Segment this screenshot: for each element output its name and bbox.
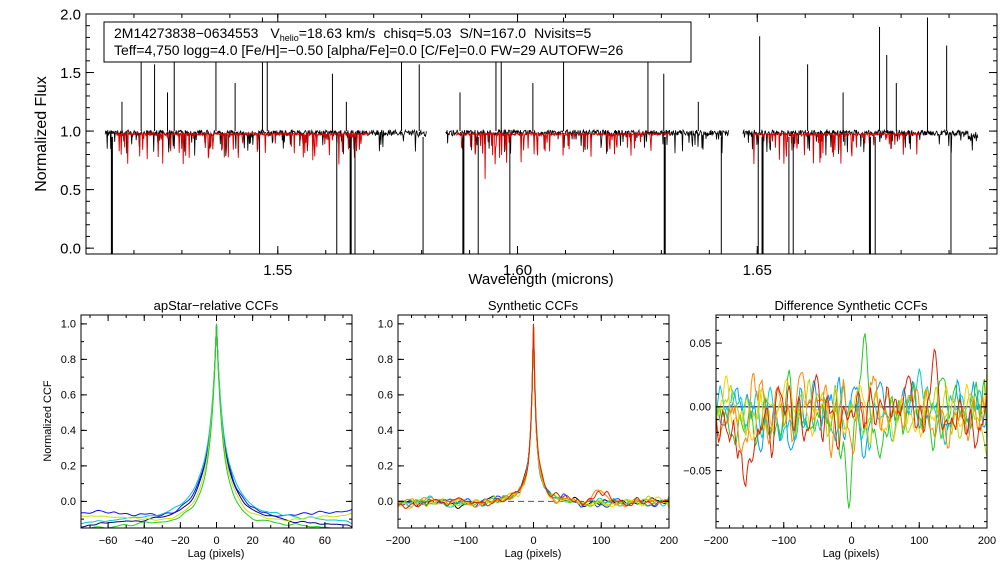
synthetic-ccf-title: Synthetic CCFs — [488, 298, 579, 313]
y-tick-label: 0.6 — [61, 390, 76, 402]
y-tick-label: 0.4 — [61, 425, 76, 437]
y-tick-label: 0.6 — [378, 390, 393, 402]
apstar-ccf-line — [81, 324, 352, 522]
apstar-ccf-axes-frame — [80, 314, 353, 529]
x-tick-label: 0 — [530, 535, 536, 547]
x-tick-label: 100 — [592, 535, 610, 547]
annotation-sn: S/N=167.0 — [460, 25, 527, 41]
y-tick-label: 0.2 — [378, 461, 393, 473]
annotation-chisq: chisq=5.03 — [383, 25, 451, 41]
difference-ccf-title: Difference Synthetic CCFs — [775, 298, 928, 313]
annotation-line-2: Teff=4,750 logg=4.0 [Fe/H]=−0.50 [alpha/… — [114, 42, 623, 58]
x-tick-label: 1.60 — [503, 262, 532, 279]
x-tick-label: −20 — [171, 535, 190, 547]
x-tick-label: −200 — [386, 535, 411, 547]
synthetic-ccf-panel: Synthetic CCFs −200 −100 0 100 200 0.0 0.2 0.4 0… — [378, 298, 678, 560]
synthetic-ccf-line — [398, 323, 669, 510]
model-spectrum-line — [752, 131, 921, 165]
apstar-ccf-line — [81, 323, 352, 528]
synthetic-ccf-ticks: −200 −100 0 100 200 0.0 0.2 0.4 0.6 0.8 1.0 — [378, 315, 678, 547]
synthetic-ccf-series — [398, 323, 669, 510]
y-tick-label: 0.5 — [60, 182, 81, 199]
synthetic-ccf-line — [398, 325, 669, 507]
y-tick-label: −0.05 — [683, 465, 711, 477]
y-tick-label: 0.8 — [378, 354, 393, 366]
y-tick-label: 2.0 — [60, 6, 81, 23]
annotation-v-sub: helio — [280, 33, 299, 43]
spectrum-ylabel: Normalized Flux — [33, 76, 50, 192]
difference-ccf-line — [716, 372, 987, 458]
x-tick-label: 60 — [319, 535, 331, 547]
apstar-ccf-line — [81, 323, 352, 525]
y-tick-label: 0.4 — [378, 425, 393, 437]
difference-ccf-xlabel: Lag (pixels) — [823, 548, 880, 560]
apstar-ccf-line — [89, 324, 341, 528]
spectrum-axes-frame — [85, 13, 998, 255]
difference-ccf-ticks: −200 −100 0 100 200 −0.05 0.00 0.05 — [683, 315, 996, 547]
x-tick-label: −200 — [704, 535, 729, 547]
x-tick-label: 200 — [978, 535, 996, 547]
synthetic-ccf-line — [398, 323, 669, 510]
y-tick-label: 0.8 — [61, 354, 76, 366]
apstar-ccf-ticks: −60 −40 −20 0 20 40 60 0.0 0.2 0.4 0.6 0.8 1.0 — [61, 315, 352, 547]
y-tick-label: 0.2 — [61, 461, 76, 473]
model-spectrum-line — [455, 131, 671, 179]
spectrum-annotation: 2M14273838−0634553 Vhelio=18.63 km/s chisq… — [103, 21, 692, 63]
y-tick-label: 1.0 — [378, 319, 393, 331]
difference-ccf-series — [716, 333, 987, 509]
apstar-ccf-ylabel: Normalized CCF — [42, 380, 54, 462]
spectrum-ticks: 1.55 1.60 1.65 0.0 0.5 1.0 1.5 2.0 — [60, 6, 997, 279]
annotation-star: 2M14273838−0634553 — [114, 25, 259, 41]
y-tick-label: 0.0 — [60, 240, 81, 257]
apstar-ccf-panel: apStar−relative CCFs −60 −40 −20 0 20 40 60 0.0… — [42, 298, 353, 560]
synthetic-ccf-line — [398, 323, 669, 508]
x-tick-label: −100 — [453, 535, 478, 547]
annotation-v-rest: =18.63 km/s — [299, 25, 376, 41]
observed-spectrum-line — [742, 128, 979, 156]
difference-ccf-line — [716, 348, 987, 488]
synthetic-ccf-line — [398, 323, 669, 508]
spectrum-xlabel: Wavelength (microns) — [468, 271, 613, 288]
apstar-ccf-line — [81, 324, 352, 517]
y-tick-label: 0.0 — [61, 496, 76, 508]
synthetic-ccf-line — [398, 323, 669, 508]
difference-ccf-panel: Difference Synthetic CCFs −200 −100 0 100 20… — [683, 298, 996, 560]
spectrum-panel: 1.55 1.60 1.65 0.0 0.5 1.0 1.5 2.0 Normalized F… — [33, 6, 998, 288]
synthetic-ccf-line — [398, 326, 669, 510]
apstar-ccf-title: apStar−relative CCFs — [154, 298, 279, 313]
difference-ccf-line — [716, 368, 987, 453]
x-tick-label: 20 — [247, 535, 259, 547]
x-tick-label: 100 — [910, 535, 928, 547]
apstar-ccf-xlabel: Lag (pixels) — [188, 548, 245, 560]
y-tick-label: 1.0 — [61, 319, 76, 331]
y-tick-label: 1.0 — [60, 123, 81, 140]
x-tick-label: 40 — [283, 535, 295, 547]
apstar-ccf-series — [81, 323, 352, 528]
x-tick-label: 1.55 — [263, 262, 292, 279]
x-tick-label: 0 — [213, 535, 219, 547]
annotation-v-prefix: V — [270, 25, 280, 41]
annotation-line-1: 2M14273838−0634553 Vhelio=18.63 km/s chisq… — [114, 25, 592, 43]
difference-ccf-line — [716, 376, 987, 459]
x-tick-label: 200 — [660, 535, 678, 547]
x-tick-label: −100 — [771, 535, 796, 547]
y-tick-label: 0.00 — [690, 402, 711, 414]
x-tick-label: 0 — [848, 535, 854, 547]
y-tick-label: 1.5 — [60, 65, 81, 82]
synthetic-ccf-xlabel: Lag (pixels) — [505, 548, 562, 560]
x-tick-label: 1.65 — [743, 262, 772, 279]
synthetic-ccf-line — [398, 326, 669, 509]
x-tick-label: −40 — [135, 535, 154, 547]
x-tick-label: −60 — [99, 535, 118, 547]
y-tick-label: 0.05 — [690, 338, 711, 350]
annotation-nvisits: Nvisits=5 — [534, 25, 591, 41]
annotation-box — [103, 21, 692, 63]
y-tick-label: 0.0 — [378, 496, 393, 508]
model-spectrum-line — [114, 131, 370, 165]
